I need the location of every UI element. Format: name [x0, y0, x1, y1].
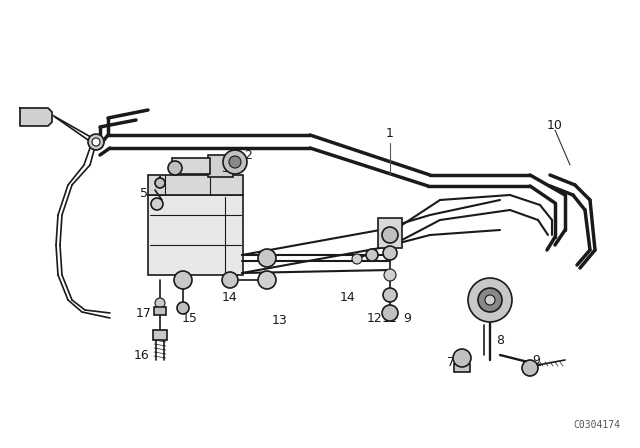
Circle shape	[174, 271, 192, 289]
Circle shape	[222, 272, 238, 288]
Circle shape	[468, 278, 512, 322]
Bar	[208, 155, 233, 177]
Circle shape	[366, 249, 378, 261]
Text: C0304174: C0304174	[573, 420, 620, 430]
Text: 5: 5	[140, 186, 148, 199]
Circle shape	[223, 150, 247, 174]
Circle shape	[384, 269, 396, 281]
Text: 11: 11	[382, 311, 398, 324]
Text: 14: 14	[222, 290, 238, 303]
Circle shape	[88, 134, 104, 150]
Text: 16: 16	[133, 349, 149, 362]
Text: 2: 2	[244, 148, 252, 161]
Polygon shape	[20, 108, 52, 126]
Bar	[154, 307, 166, 315]
Circle shape	[382, 305, 398, 321]
Circle shape	[168, 161, 182, 175]
Text: 4: 4	[154, 175, 162, 188]
Circle shape	[383, 288, 397, 302]
Circle shape	[522, 360, 538, 376]
Text: 9: 9	[532, 353, 540, 366]
Circle shape	[258, 249, 276, 267]
Bar	[148, 195, 243, 275]
Text: 3: 3	[221, 161, 229, 175]
Circle shape	[229, 156, 241, 168]
Circle shape	[453, 349, 471, 367]
Circle shape	[478, 288, 502, 312]
Circle shape	[155, 298, 165, 308]
Circle shape	[382, 227, 398, 243]
Text: 1: 1	[386, 126, 394, 139]
Text: 12: 12	[367, 311, 383, 324]
Text: 17: 17	[136, 306, 152, 319]
Circle shape	[177, 302, 189, 314]
Circle shape	[352, 254, 362, 264]
Circle shape	[151, 198, 163, 210]
Circle shape	[258, 271, 276, 289]
Circle shape	[383, 246, 397, 260]
Bar	[148, 175, 243, 195]
Bar	[378, 218, 402, 248]
Bar	[454, 364, 470, 372]
Text: 15: 15	[182, 311, 198, 324]
Text: 10: 10	[547, 119, 563, 132]
Text: 8: 8	[496, 333, 504, 346]
Circle shape	[155, 178, 165, 188]
Bar	[153, 330, 167, 340]
Text: 7: 7	[447, 356, 455, 369]
Text: 13: 13	[272, 314, 288, 327]
Circle shape	[92, 138, 100, 146]
Text: 9: 9	[403, 311, 411, 324]
Bar	[172, 158, 210, 174]
Circle shape	[485, 295, 495, 305]
Text: 14: 14	[339, 290, 355, 303]
